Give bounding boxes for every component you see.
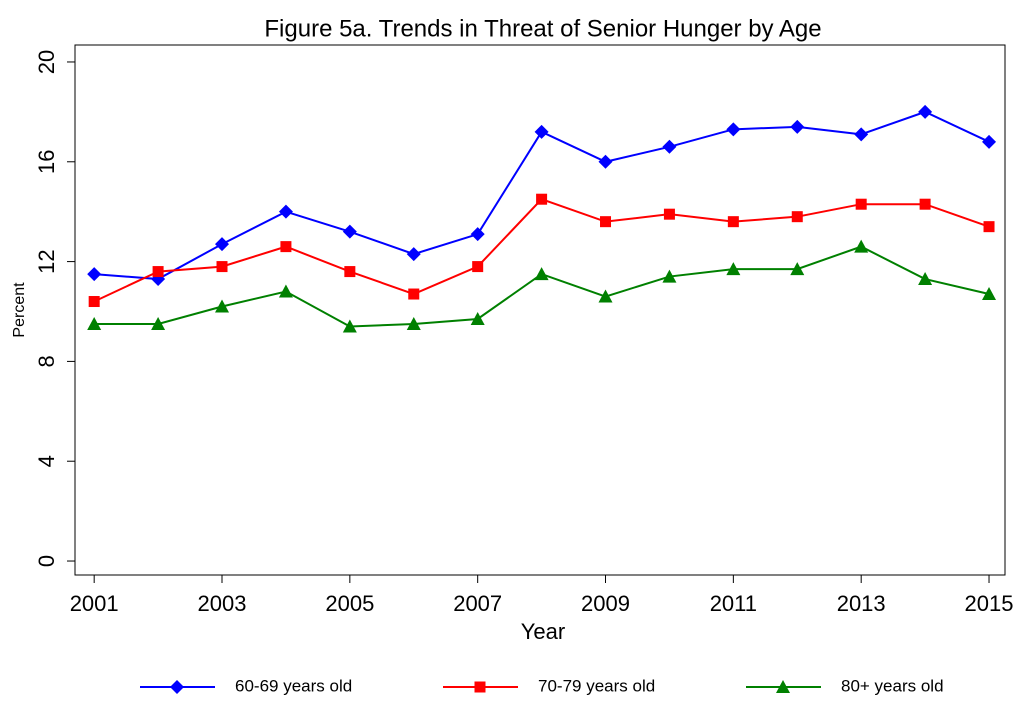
data-point bbox=[918, 104, 933, 119]
x-axis-label: Year bbox=[521, 619, 565, 644]
legend-label: 70-79 years old bbox=[538, 676, 655, 695]
data-point bbox=[791, 211, 803, 223]
data-point bbox=[726, 262, 741, 276]
data-point bbox=[278, 204, 293, 219]
x-tick-label: 2011 bbox=[710, 591, 757, 616]
legend-marker bbox=[474, 681, 486, 693]
data-point bbox=[342, 224, 357, 239]
plot-frame bbox=[74, 44, 1006, 576]
data-point bbox=[342, 319, 357, 333]
data-point bbox=[790, 262, 805, 276]
data-point bbox=[87, 267, 102, 282]
legend-label: 80+ years old bbox=[841, 676, 944, 695]
data-point bbox=[215, 299, 230, 313]
data-point bbox=[663, 208, 675, 220]
data-point bbox=[278, 284, 293, 298]
data-point bbox=[88, 296, 100, 308]
data-point bbox=[534, 267, 549, 281]
data-point bbox=[472, 261, 484, 273]
y-tick-label: 20 bbox=[34, 50, 59, 74]
data-point bbox=[534, 124, 549, 139]
x-tick-label: 2007 bbox=[453, 591, 502, 616]
y-tick-label: 0 bbox=[34, 555, 59, 567]
data-point bbox=[662, 269, 677, 283]
data-point bbox=[87, 316, 102, 330]
legend-label: 60-69 years old bbox=[235, 676, 352, 695]
data-point bbox=[918, 272, 933, 286]
legend-marker bbox=[776, 680, 790, 693]
data-point bbox=[982, 134, 997, 149]
data-point bbox=[344, 266, 356, 278]
data-point bbox=[855, 198, 867, 210]
x-tick-label: 2009 bbox=[581, 591, 630, 616]
legend-marker bbox=[170, 680, 184, 694]
data-point bbox=[662, 139, 677, 154]
x-tick-label: 2015 bbox=[965, 591, 1014, 616]
y-tick-label: 16 bbox=[34, 150, 59, 174]
data-point bbox=[598, 154, 613, 169]
y-axis-label: Percent bbox=[11, 282, 28, 338]
data-point bbox=[854, 127, 869, 142]
data-point bbox=[598, 289, 613, 303]
data-point bbox=[854, 239, 869, 253]
data-point bbox=[152, 266, 164, 278]
data-point bbox=[726, 122, 741, 137]
data-point bbox=[406, 247, 421, 262]
data-point bbox=[406, 316, 421, 330]
data-point bbox=[536, 193, 548, 205]
data-point bbox=[790, 119, 805, 134]
data-point bbox=[470, 227, 485, 242]
data-point bbox=[280, 241, 292, 253]
data-point bbox=[216, 261, 228, 273]
y-tick-label: 4 bbox=[34, 455, 59, 467]
y-tick-label: 8 bbox=[34, 355, 59, 367]
x-tick-label: 2001 bbox=[70, 591, 119, 616]
x-tick-label: 2003 bbox=[198, 591, 247, 616]
x-tick-label: 2013 bbox=[837, 591, 886, 616]
chart-title: Figure 5a. Trends in Threat of Senior Hu… bbox=[264, 15, 821, 42]
data-point bbox=[215, 237, 230, 252]
data-point bbox=[727, 216, 739, 228]
data-point bbox=[982, 287, 997, 301]
data-point bbox=[408, 288, 420, 300]
y-tick-label: 12 bbox=[34, 249, 59, 273]
data-point bbox=[919, 198, 931, 210]
x-tick-label: 2005 bbox=[325, 591, 374, 616]
data-point bbox=[470, 311, 485, 325]
data-point bbox=[983, 221, 995, 233]
data-point bbox=[151, 316, 166, 330]
series-line bbox=[94, 245, 990, 328]
data-point bbox=[600, 216, 612, 228]
series-line bbox=[93, 198, 990, 303]
